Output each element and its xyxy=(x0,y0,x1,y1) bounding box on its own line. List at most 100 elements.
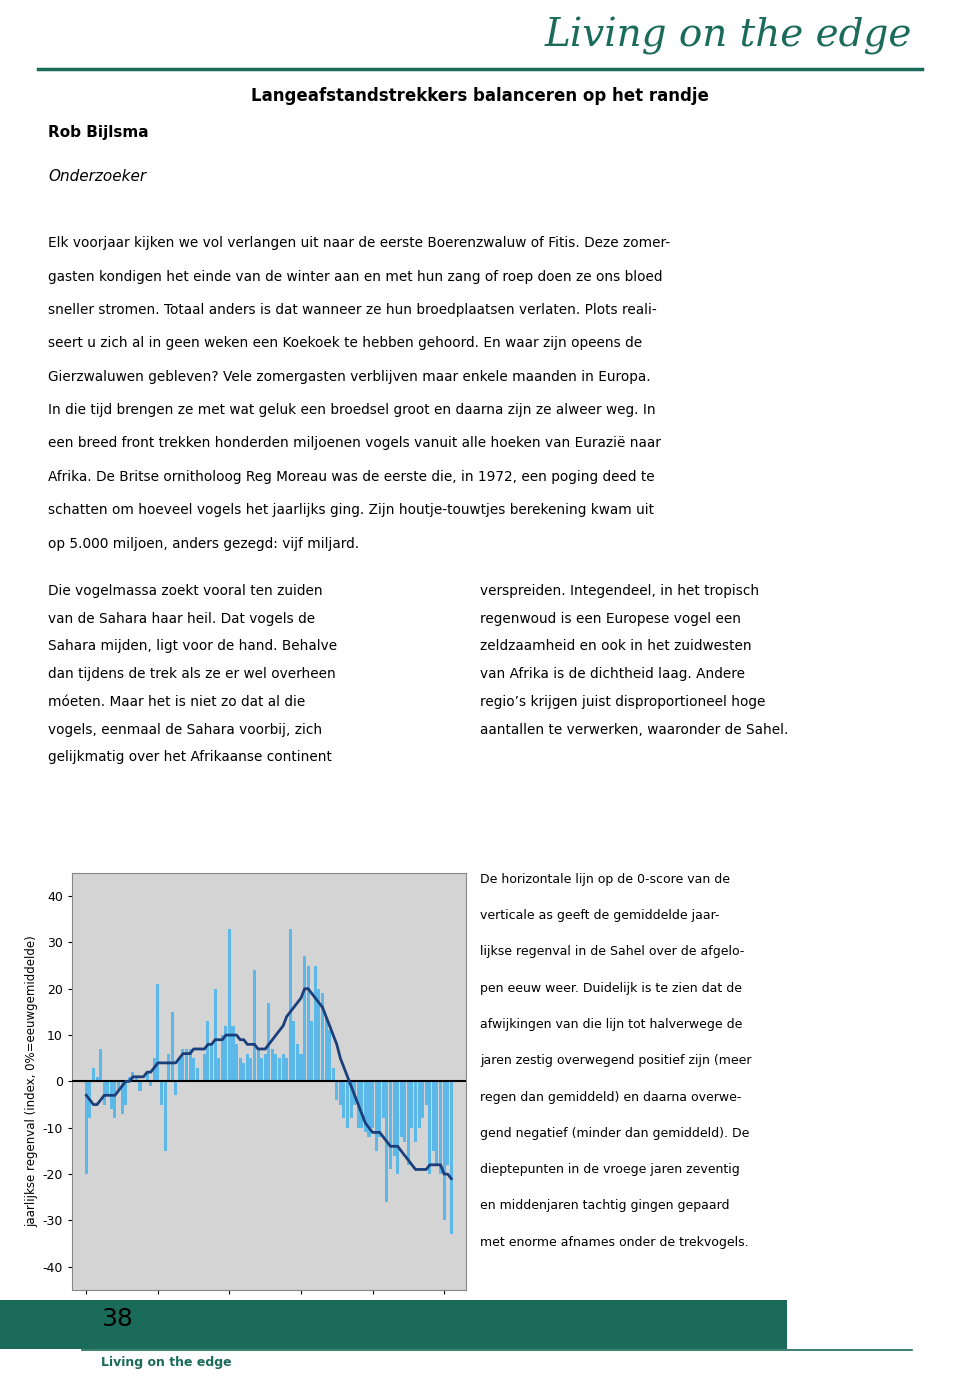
Bar xyxy=(271,1049,274,1081)
Bar xyxy=(92,1068,95,1081)
Bar xyxy=(99,1049,102,1081)
Text: lijkse regenval in de Sahel over de afgelo-: lijkse regenval in de Sahel over de afge… xyxy=(480,945,744,959)
Text: Rob Bijlsma: Rob Bijlsma xyxy=(48,125,149,140)
Bar xyxy=(221,1036,224,1081)
Bar xyxy=(314,966,317,1081)
Bar xyxy=(163,1081,166,1151)
Bar xyxy=(293,1022,296,1081)
Text: pen eeuw weer. Duidelijk is te zien dat de: pen eeuw weer. Duidelijk is te zien dat … xyxy=(480,981,742,995)
Bar xyxy=(153,1058,156,1081)
Text: dan tijdens de trek als ze er wel overheen: dan tijdens de trek als ze er wel overhe… xyxy=(48,667,336,681)
Bar xyxy=(181,1049,184,1081)
Text: dieptepunten in de vroege jaren zeventig: dieptepunten in de vroege jaren zeventig xyxy=(480,1163,740,1176)
Text: gend negatief (minder dan gemiddeld). De: gend negatief (minder dan gemiddeld). De xyxy=(480,1127,750,1140)
Bar xyxy=(389,1081,392,1169)
Bar xyxy=(281,1054,284,1081)
Text: verticale as geeft de gemiddelde jaar-: verticale as geeft de gemiddelde jaar- xyxy=(480,909,719,922)
Bar xyxy=(353,1081,356,1105)
Text: Living on the edge: Living on the edge xyxy=(101,1355,231,1369)
Text: Onderzoeker: Onderzoeker xyxy=(48,170,146,183)
Bar xyxy=(289,929,292,1081)
Bar xyxy=(103,1081,106,1105)
Bar xyxy=(246,1054,249,1081)
Bar xyxy=(436,1081,439,1165)
Y-axis label: jaarlijkse regenval (index, 0%=eeuwgemiddelde): jaarlijkse regenval (index, 0%=eeuwgemid… xyxy=(25,935,38,1227)
Text: Langeafstandstrekkers balanceren op het randje: Langeafstandstrekkers balanceren op het … xyxy=(252,86,708,104)
Bar xyxy=(210,1044,213,1081)
Bar xyxy=(446,1081,449,1165)
Text: en middenjaren tachtig gingen gepaard: en middenjaren tachtig gingen gepaard xyxy=(480,1200,730,1212)
Bar xyxy=(253,970,256,1081)
Bar xyxy=(321,994,324,1081)
Bar xyxy=(121,1081,124,1113)
Bar xyxy=(96,1077,99,1081)
Bar xyxy=(346,1081,349,1127)
Bar xyxy=(185,1049,188,1081)
Text: jaren zestig overwegend positief zijn (meer: jaren zestig overwegend positief zijn (m… xyxy=(480,1054,752,1068)
Text: Afrika. De Britse ornitholoog Reg Moreau was de eerste die, in 1972, een poging : Afrika. De Britse ornitholoog Reg Moreau… xyxy=(48,470,655,484)
Bar xyxy=(285,1058,288,1081)
Text: sneller stromen. Totaal anders is dat wanneer ze hun broedplaatsen verlaten. Plo: sneller stromen. Totaal anders is dat wa… xyxy=(48,303,657,317)
Text: van de Sahara haar heil. Dat vogels de: van de Sahara haar heil. Dat vogels de xyxy=(48,612,315,626)
Bar xyxy=(267,1002,271,1081)
Bar xyxy=(175,1081,178,1095)
Bar xyxy=(132,1072,134,1081)
Bar xyxy=(88,1081,91,1119)
Bar xyxy=(296,1044,299,1081)
Text: regio’s krijgen juist disproportioneel hoge: regio’s krijgen juist disproportioneel h… xyxy=(480,695,765,709)
Bar xyxy=(113,1081,116,1119)
Text: verspreiden. Integendeel, in het tropisch: verspreiden. Integendeel, in het tropisc… xyxy=(480,584,759,598)
Bar xyxy=(124,1081,127,1105)
Bar xyxy=(368,1081,371,1137)
Bar xyxy=(396,1081,399,1175)
Text: aantallen te verwerken, waaronder de Sahel.: aantallen te verwerken, waaronder de Sah… xyxy=(480,723,788,737)
Bar xyxy=(188,1049,192,1081)
Bar xyxy=(128,1077,131,1081)
Text: Sahara mijden, ligt voor de hand. Behalve: Sahara mijden, ligt voor de hand. Behalv… xyxy=(48,639,337,653)
Bar xyxy=(206,1022,209,1081)
Text: Living on the edge: Living on the edge xyxy=(544,17,912,54)
Bar xyxy=(432,1081,435,1151)
Text: 38: 38 xyxy=(101,1307,132,1330)
Bar xyxy=(324,1016,327,1081)
Bar xyxy=(403,1081,406,1141)
Bar xyxy=(160,1081,163,1105)
Text: van Afrika is de dichtheid laag. Andere: van Afrika is de dichtheid laag. Andere xyxy=(480,667,745,681)
Bar xyxy=(328,1030,331,1081)
Bar xyxy=(407,1081,410,1165)
Bar xyxy=(418,1081,420,1127)
Bar xyxy=(260,1058,263,1081)
Text: regen dan gemiddeld) en daarna overwe-: regen dan gemiddeld) en daarna overwe- xyxy=(480,1091,741,1104)
Bar xyxy=(450,1081,453,1234)
Bar xyxy=(256,1049,259,1081)
Bar xyxy=(264,1054,267,1081)
Bar xyxy=(339,1081,342,1105)
Text: Elk voorjaar kijken we vol verlangen uit naar de eerste Boerenzwaluw of Fitis. D: Elk voorjaar kijken we vol verlangen uit… xyxy=(48,236,670,250)
Bar xyxy=(300,1054,302,1081)
Bar xyxy=(360,1081,363,1127)
Bar xyxy=(332,1068,335,1081)
Bar xyxy=(217,1058,220,1081)
Bar xyxy=(167,1054,170,1081)
Bar xyxy=(424,1081,428,1105)
Bar xyxy=(439,1081,442,1175)
Bar xyxy=(203,1054,205,1081)
Bar xyxy=(393,1081,396,1155)
Bar xyxy=(399,1081,402,1137)
Bar xyxy=(357,1081,360,1127)
Text: Gierzwaluwen gebleven? Vele zomergasten verblijven maar enkele maanden in Europa: Gierzwaluwen gebleven? Vele zomergasten … xyxy=(48,370,651,384)
Bar xyxy=(278,1058,281,1081)
Text: De horizontale lijn op de 0-score van de: De horizontale lijn op de 0-score van de xyxy=(480,873,730,885)
Bar xyxy=(146,1072,149,1081)
Text: In die tijd brengen ze met wat geluk een broedsel groot en daarna zijn ze alweer: In die tijd brengen ze met wat geluk een… xyxy=(48,403,656,417)
Bar xyxy=(303,956,306,1081)
Bar xyxy=(382,1081,385,1119)
Text: afwijkingen van die lijn tot halverwege de: afwijkingen van die lijn tot halverwege … xyxy=(480,1017,742,1031)
Text: vogels, eenmaal de Sahara voorbij, zich: vogels, eenmaal de Sahara voorbij, zich xyxy=(48,723,323,737)
Bar xyxy=(349,1081,352,1119)
Text: móeten. Maar het is niet zo dat al die: móeten. Maar het is niet zo dat al die xyxy=(48,695,305,709)
Bar xyxy=(374,1081,377,1151)
Bar xyxy=(378,1081,381,1137)
Bar xyxy=(310,1022,313,1081)
Bar xyxy=(109,1081,113,1109)
